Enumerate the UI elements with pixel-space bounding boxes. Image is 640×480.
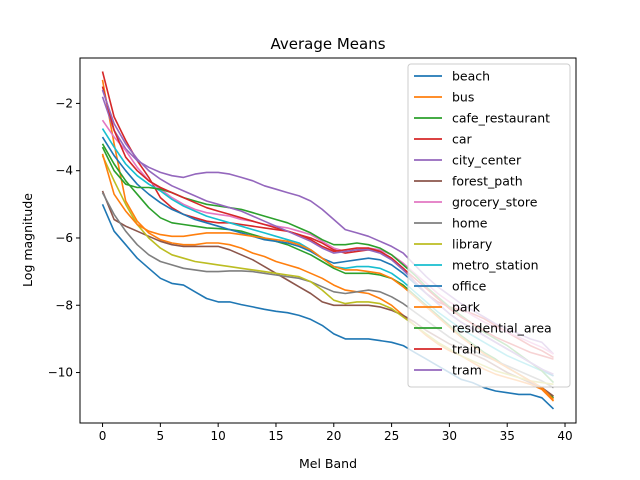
y-tick-label: −8	[55, 298, 73, 312]
legend-label-office: office	[452, 279, 487, 294]
axes-frame	[79, 57, 577, 424]
y-tick-label: −10	[48, 366, 73, 380]
x-tick-label: 0	[99, 429, 107, 443]
x-axis-label: Mel Band	[299, 456, 357, 471]
legend-label-tram: tram	[452, 363, 482, 378]
legend-label-cafe_restaurant: cafe_restaurant	[452, 111, 550, 126]
legend-box	[407, 63, 571, 388]
legend-label-beach: beach	[452, 69, 490, 84]
x-tick-label: 35	[500, 429, 515, 443]
x-tick-label: 25	[384, 429, 399, 443]
y-axis-label: Log magnitude	[20, 193, 35, 287]
x-tick-label: 20	[326, 429, 341, 443]
y-tick-label: −4	[55, 164, 73, 178]
legend-label-grocery_store: grocery_store	[452, 195, 538, 210]
y-tick-label: −2	[55, 96, 73, 110]
legend-label-home: home	[452, 216, 488, 231]
legend-label-bus: bus	[452, 90, 474, 105]
x-tick-label: 40	[557, 429, 572, 443]
legend-label-residential_area: residential_area	[452, 321, 552, 336]
axis-ticks: 0 5 10 15 20 25 30 35 40 −2 −4 −6 −8 −10	[48, 96, 573, 443]
legend-label-library: library	[452, 237, 493, 252]
legend-label-car: car	[452, 132, 473, 147]
legend-label-train: train	[452, 342, 481, 357]
legend-label-metro_station: metro_station	[452, 258, 539, 273]
chart-title: Average Means	[270, 35, 385, 53]
y-tick-label: −6	[55, 231, 73, 245]
x-tick-label: 5	[157, 429, 165, 443]
x-tick-label: 30	[442, 429, 457, 443]
x-tick-label: 15	[268, 429, 283, 443]
legend-label-city_center: city_center	[452, 153, 522, 168]
legend-label-park: park	[452, 300, 481, 315]
x-tick-label: 10	[211, 429, 226, 443]
legend-label-forest_path: forest_path	[452, 174, 523, 189]
